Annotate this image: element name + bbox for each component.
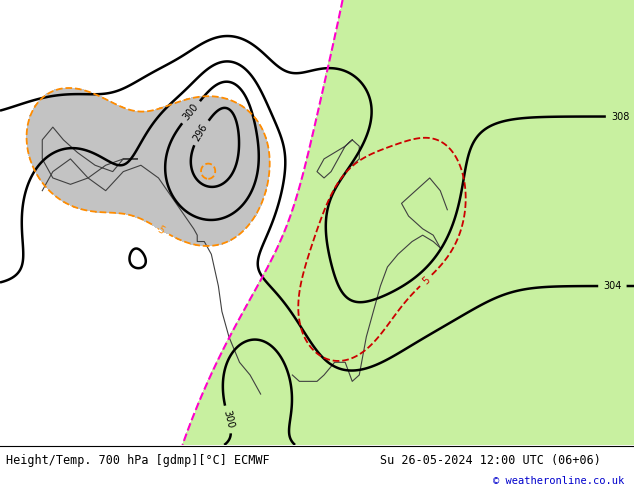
Text: 300: 300 [221,409,235,430]
Text: 308: 308 [611,112,629,122]
Text: 5: 5 [420,275,432,286]
Text: © weatheronline.co.uk: © weatheronline.co.uk [493,476,624,486]
Text: 296: 296 [191,122,210,143]
Text: Height/Temp. 700 hPa [gdmp][°C] ECMWF: Height/Temp. 700 hPa [gdmp][°C] ECMWF [6,454,270,467]
Text: 300: 300 [181,102,201,122]
Text: Su 26-05-2024 12:00 UTC (06+06): Su 26-05-2024 12:00 UTC (06+06) [380,454,601,467]
Text: 304: 304 [603,281,621,291]
Text: -5: -5 [153,222,167,236]
